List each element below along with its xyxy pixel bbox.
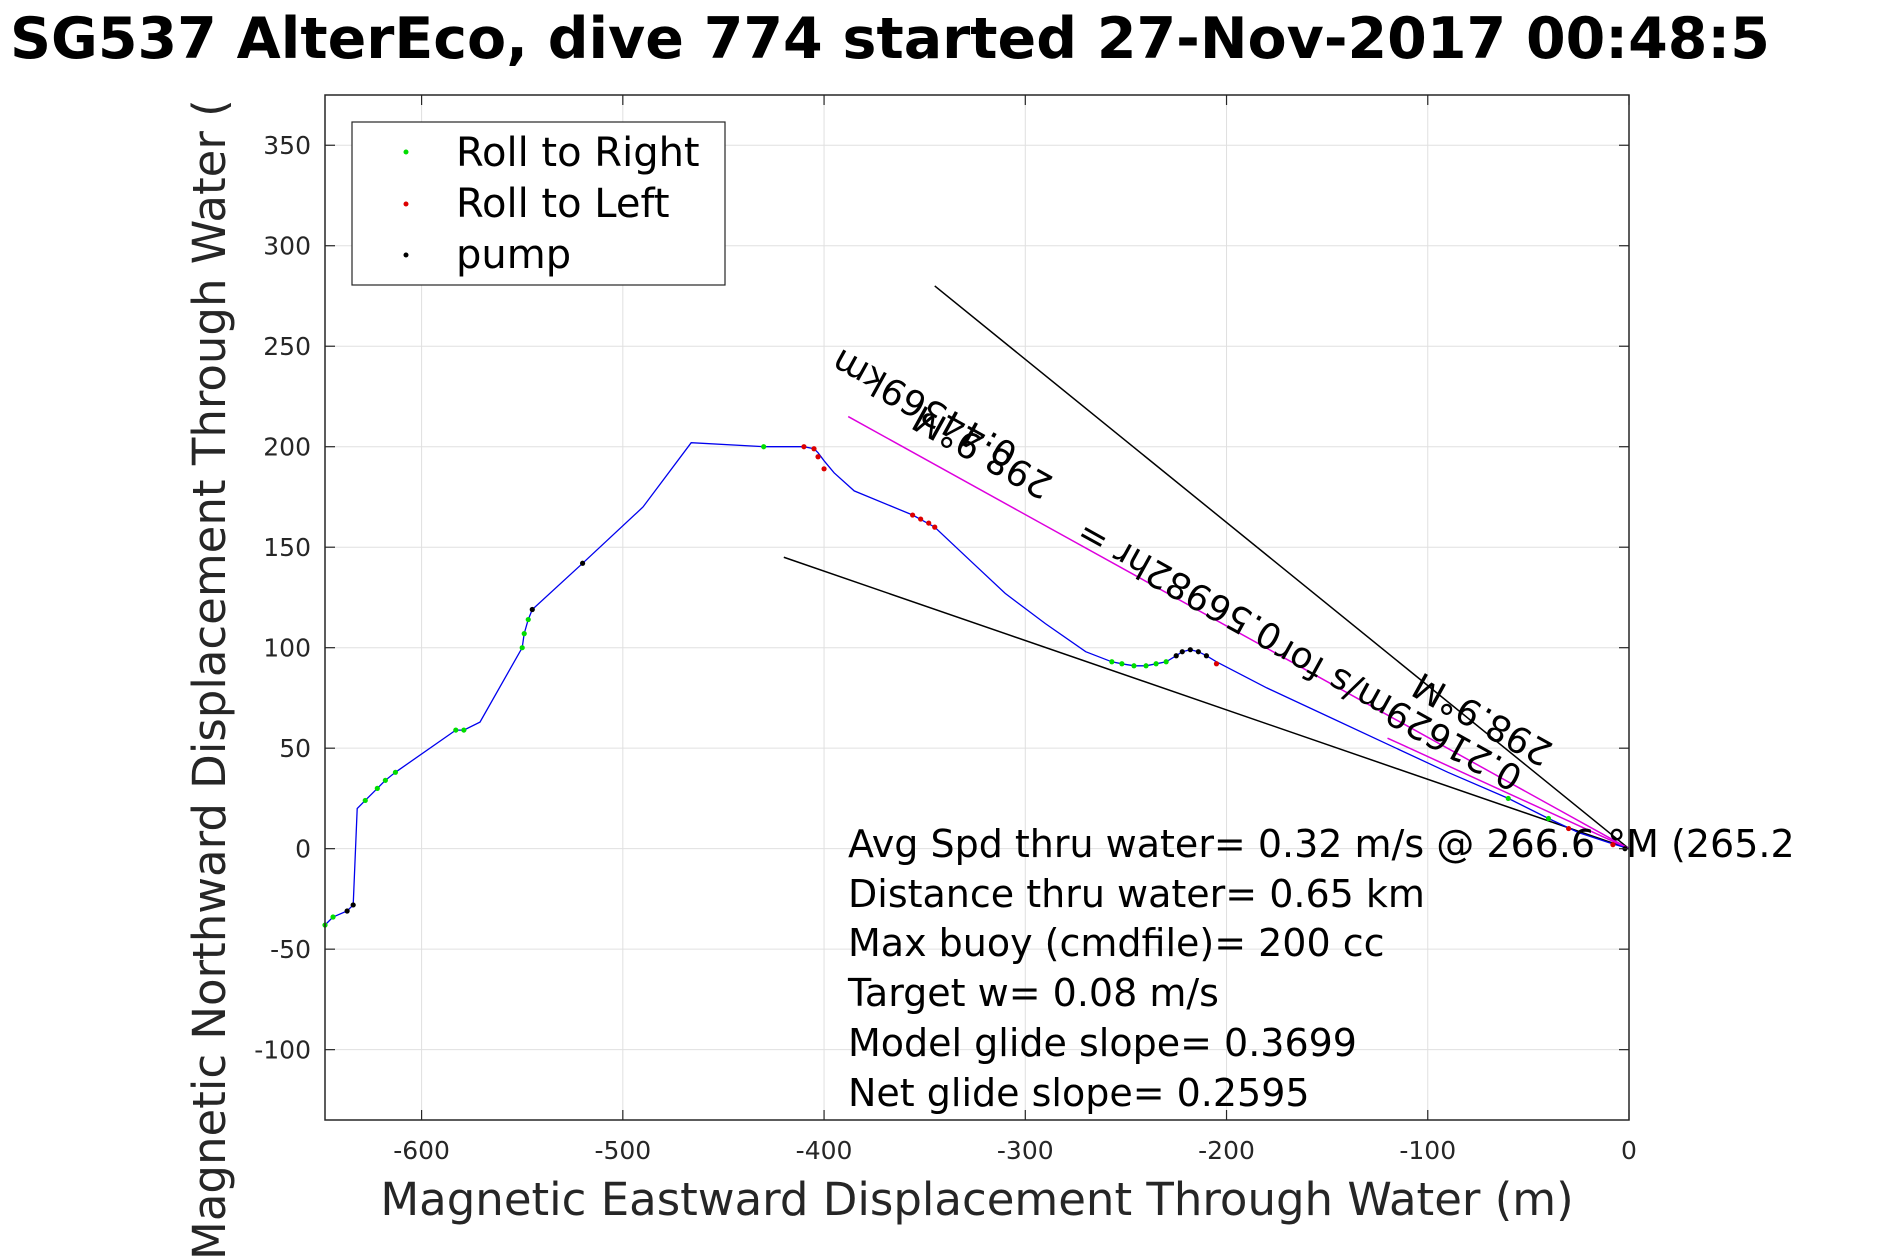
- pump-point: [579, 560, 586, 566]
- roll-right-point: [519, 645, 525, 651]
- roll-left-point: [811, 446, 817, 452]
- wedge-lines: [783, 285, 1630, 850]
- roll-right-point: [1163, 659, 1169, 665]
- annotation-net-glide: Net glide slope= 0.2595: [848, 1071, 1310, 1115]
- y-tick-label: 50: [279, 734, 311, 763]
- stats-annotations: Avg Spd thru water= 0.32 m/s @ 266.6 °M …: [847, 822, 1795, 1115]
- roll-left-point: [932, 524, 938, 530]
- roll-right-point: [382, 777, 388, 783]
- pump-point: [344, 908, 350, 914]
- roll-right-point: [453, 727, 459, 733]
- y-axis-ticks: -100 -50 0 50 100 150 200 250 300 350: [254, 131, 1629, 1065]
- y-tick-label: 150: [263, 533, 311, 562]
- legend: Roll to Right Roll to Left pump: [351, 121, 726, 286]
- heading-line: [847, 415, 1630, 850]
- roll-right-point: [374, 785, 380, 791]
- x-axis-label: Magnetic Eastward Displacement Through W…: [380, 1173, 1573, 1226]
- y-tick-label: -100: [254, 1036, 311, 1065]
- roll-right-point: [392, 769, 399, 775]
- pump-point: [1203, 653, 1210, 659]
- x-tick-label: -500: [594, 1136, 651, 1165]
- legend-label-roll-left: Roll to Left: [456, 181, 670, 227]
- x-tick-label: -400: [796, 1136, 853, 1165]
- roll-right-point: [1131, 663, 1137, 669]
- legend-label-roll-right: Roll to Right: [456, 130, 700, 176]
- roll-right-point: [1119, 661, 1125, 667]
- roll-right-point: [1545, 815, 1552, 822]
- y-tick-label: 250: [263, 332, 311, 361]
- x-tick-label: -600: [393, 1136, 450, 1165]
- pump-point: [1179, 649, 1185, 655]
- roll-right-point: [1143, 663, 1149, 669]
- legend-marker-roll-right: [403, 149, 409, 155]
- pump-point: [529, 606, 535, 613]
- y-tick-label: 0: [295, 835, 311, 864]
- y-tick-label: 100: [263, 634, 311, 663]
- y-tick-label: -50: [270, 935, 311, 964]
- roll-right-point: [521, 631, 527, 637]
- roll-right-point: [362, 797, 368, 804]
- x-axis-ticks: -600 -500 -400 -300 -200 -100 0: [393, 95, 1637, 1165]
- wedge-line: [934, 285, 1630, 850]
- heading-lines: [847, 415, 1630, 850]
- annotation-target-w: Target w= 0.08 m/s: [847, 971, 1219, 1015]
- x-tick-label: -100: [1399, 1136, 1456, 1165]
- y-tick-label: 350: [263, 131, 311, 160]
- x-tick-label: -200: [1198, 1136, 1255, 1165]
- roll-right-point: [330, 914, 336, 920]
- axes-frame: [324, 94, 1630, 1121]
- roll-left-point: [1213, 661, 1220, 667]
- x-tick-label: 0: [1621, 1136, 1637, 1165]
- legend-box: [351, 121, 726, 286]
- y-tick-label: 200: [263, 433, 311, 462]
- annotation-model-glide: Model glide slope= 0.3699: [848, 1021, 1357, 1065]
- roll-left-point: [918, 516, 924, 522]
- legend-marker-pump: [403, 252, 409, 258]
- roll-left-point: [926, 520, 932, 526]
- roll-right-point: [461, 727, 467, 733]
- wedge-line: [783, 556, 1630, 850]
- pump-point: [1187, 647, 1193, 653]
- roll-right-point: [761, 444, 767, 450]
- legend-label-pump: pump: [456, 232, 571, 278]
- roll-left-point: [1610, 842, 1616, 848]
- annotation-distance: Distance thru water= 0.65 km: [848, 872, 1425, 916]
- legend-marker-roll-left: [403, 201, 409, 207]
- roll-right-point: [525, 616, 531, 623]
- annotation-avg-speed: Avg Spd thru water= 0.32 m/s @ 266.6 °M …: [848, 822, 1795, 866]
- roll-right-point: [1109, 659, 1115, 665]
- roll-right-point: [1505, 795, 1511, 802]
- roll-right-point: [1153, 661, 1159, 667]
- x-tick-label: -300: [997, 1136, 1054, 1165]
- roll-left-point: [910, 512, 916, 518]
- chart-title: SG537 AlterEco, dive 774 started 27-Nov-…: [10, 6, 1770, 72]
- y-axis-label: Magnetic Northward Displacement Through …: [183, 99, 236, 1260]
- y-tick-label: 300: [263, 232, 311, 261]
- roll-left-point: [821, 466, 827, 472]
- roll-left-point: [1566, 825, 1572, 832]
- pump-point: [1195, 649, 1201, 655]
- pump-point: [1173, 653, 1179, 659]
- heading-line-short: [1387, 737, 1630, 850]
- roll-left-point: [801, 444, 807, 450]
- pump-point: [350, 902, 356, 908]
- annotation-max-buoy: Max buoy (cmdfile)= 200 cc: [848, 921, 1385, 965]
- roll-left-point: [815, 454, 821, 460]
